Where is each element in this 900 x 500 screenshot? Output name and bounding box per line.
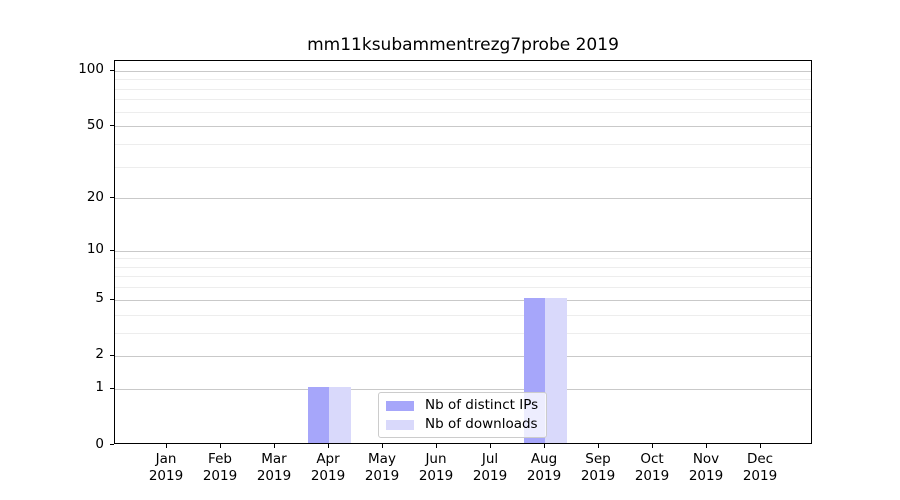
- x-tick-label: Mar 2019: [234, 451, 314, 485]
- y-tick-label: 1: [95, 379, 104, 396]
- legend-label: Nb of distinct IPs: [425, 397, 539, 413]
- x-tick-month: Sep: [585, 451, 611, 467]
- y-tick-mark: [110, 197, 114, 199]
- x-tick-label: Oct 2019: [612, 451, 692, 485]
- legend-swatch: [386, 419, 414, 430]
- x-tick-month: Jan: [155, 451, 177, 467]
- major-gridline: [115, 250, 811, 252]
- x-tick-month: Oct: [640, 451, 664, 467]
- major-gridline: [115, 198, 811, 200]
- x-tick-year: 2019: [256, 468, 292, 484]
- minor-gridline: [115, 266, 811, 268]
- bar-distinct-ips: [307, 386, 329, 443]
- x-tick-label: Apr 2019: [288, 451, 368, 485]
- legend-item: Nb of downloads: [386, 415, 539, 434]
- x-tick-month: Apr: [316, 451, 340, 467]
- x-tick-label: Sep 2019: [558, 451, 638, 485]
- y-tick-mark: [110, 387, 114, 389]
- x-tick-year: 2019: [364, 468, 400, 484]
- x-tick-mark: [652, 444, 653, 448]
- x-tick-month: Mar: [261, 451, 287, 467]
- x-tick-year: 2019: [148, 468, 184, 484]
- x-tick-mark: [598, 444, 599, 448]
- x-tick-mark: [490, 444, 491, 448]
- minor-gridline: [115, 276, 811, 278]
- minor-gridline: [115, 332, 811, 334]
- x-tick-label: Jun 2019: [396, 451, 476, 485]
- x-tick-month: Jul: [481, 451, 499, 467]
- x-tick-month: May: [368, 451, 396, 467]
- minor-gridline: [115, 166, 811, 168]
- x-tick-year: 2019: [526, 468, 562, 484]
- x-tick-year: 2019: [580, 468, 616, 484]
- minor-gridline: [115, 287, 811, 289]
- y-tick-label: 0: [95, 435, 104, 452]
- bar-downloads: [545, 297, 567, 443]
- x-tick-year: 2019: [742, 468, 778, 484]
- minor-gridline: [115, 79, 811, 81]
- y-tick-label: 100: [78, 61, 104, 78]
- x-tick-label: Aug 2019: [504, 451, 584, 485]
- plot-area: [114, 60, 812, 444]
- y-tick-label: 2: [95, 346, 104, 363]
- x-tick-year: 2019: [310, 468, 346, 484]
- minor-gridline: [115, 314, 811, 316]
- legend: Nb of distinct IPs Nb of downloads: [378, 392, 547, 438]
- x-tick-year: 2019: [688, 468, 724, 484]
- x-tick-year: 2019: [202, 468, 238, 484]
- x-tick-month: Jun: [425, 451, 447, 467]
- x-tick-year: 2019: [418, 468, 454, 484]
- y-tick-label: 50: [86, 116, 104, 133]
- y-tick-label: 5: [95, 290, 104, 307]
- x-tick-label: May 2019: [342, 451, 422, 485]
- y-tick-label: 10: [86, 241, 104, 258]
- y-tick-mark: [110, 249, 114, 251]
- legend-label: Nb of downloads: [425, 416, 538, 432]
- y-tick-label: 20: [86, 188, 104, 205]
- x-tick-month: Dec: [746, 451, 774, 467]
- minor-gridline: [115, 258, 811, 260]
- bar-downloads: [329, 386, 351, 443]
- x-tick-mark: [760, 444, 761, 448]
- minor-gridline: [115, 99, 811, 101]
- major-gridline: [115, 299, 811, 301]
- major-gridline: [115, 355, 811, 357]
- x-tick-mark: [220, 444, 221, 448]
- x-tick-month: Feb: [208, 451, 232, 467]
- x-tick-label: Jul 2019: [450, 451, 530, 485]
- minor-gridline: [115, 143, 811, 145]
- x-tick-mark: [328, 444, 329, 448]
- y-tick-mark: [110, 69, 114, 71]
- x-tick-month: Nov: [692, 451, 720, 467]
- x-tick-mark: [436, 444, 437, 448]
- x-tick-mark: [166, 444, 167, 448]
- x-tick-label: Dec 2019: [720, 451, 800, 485]
- x-tick-month: Aug: [530, 451, 558, 467]
- legend-item: Nb of distinct IPs: [386, 396, 539, 415]
- x-tick-year: 2019: [472, 468, 508, 484]
- x-tick-mark: [706, 444, 707, 448]
- minor-gridline: [115, 111, 811, 113]
- x-tick-label: Nov 2019: [666, 451, 746, 485]
- x-tick-label: Jan 2019: [126, 451, 206, 485]
- y-tick-mark: [110, 298, 114, 300]
- major-gridline: [115, 70, 811, 72]
- y-tick-mark: [110, 354, 114, 356]
- y-tick-mark: [110, 444, 114, 445]
- major-gridline: [115, 126, 811, 128]
- x-tick-mark: [382, 444, 383, 448]
- minor-gridline: [115, 88, 811, 90]
- x-tick-mark: [274, 444, 275, 448]
- legend-swatch: [386, 400, 414, 411]
- y-tick-mark: [110, 125, 114, 127]
- x-tick-mark: [544, 444, 545, 448]
- x-tick-label: Feb 2019: [180, 451, 260, 485]
- chart-title: mm11ksubammentrezg7probe 2019: [307, 35, 619, 55]
- major-gridline: [115, 388, 811, 390]
- x-tick-year: 2019: [634, 468, 670, 484]
